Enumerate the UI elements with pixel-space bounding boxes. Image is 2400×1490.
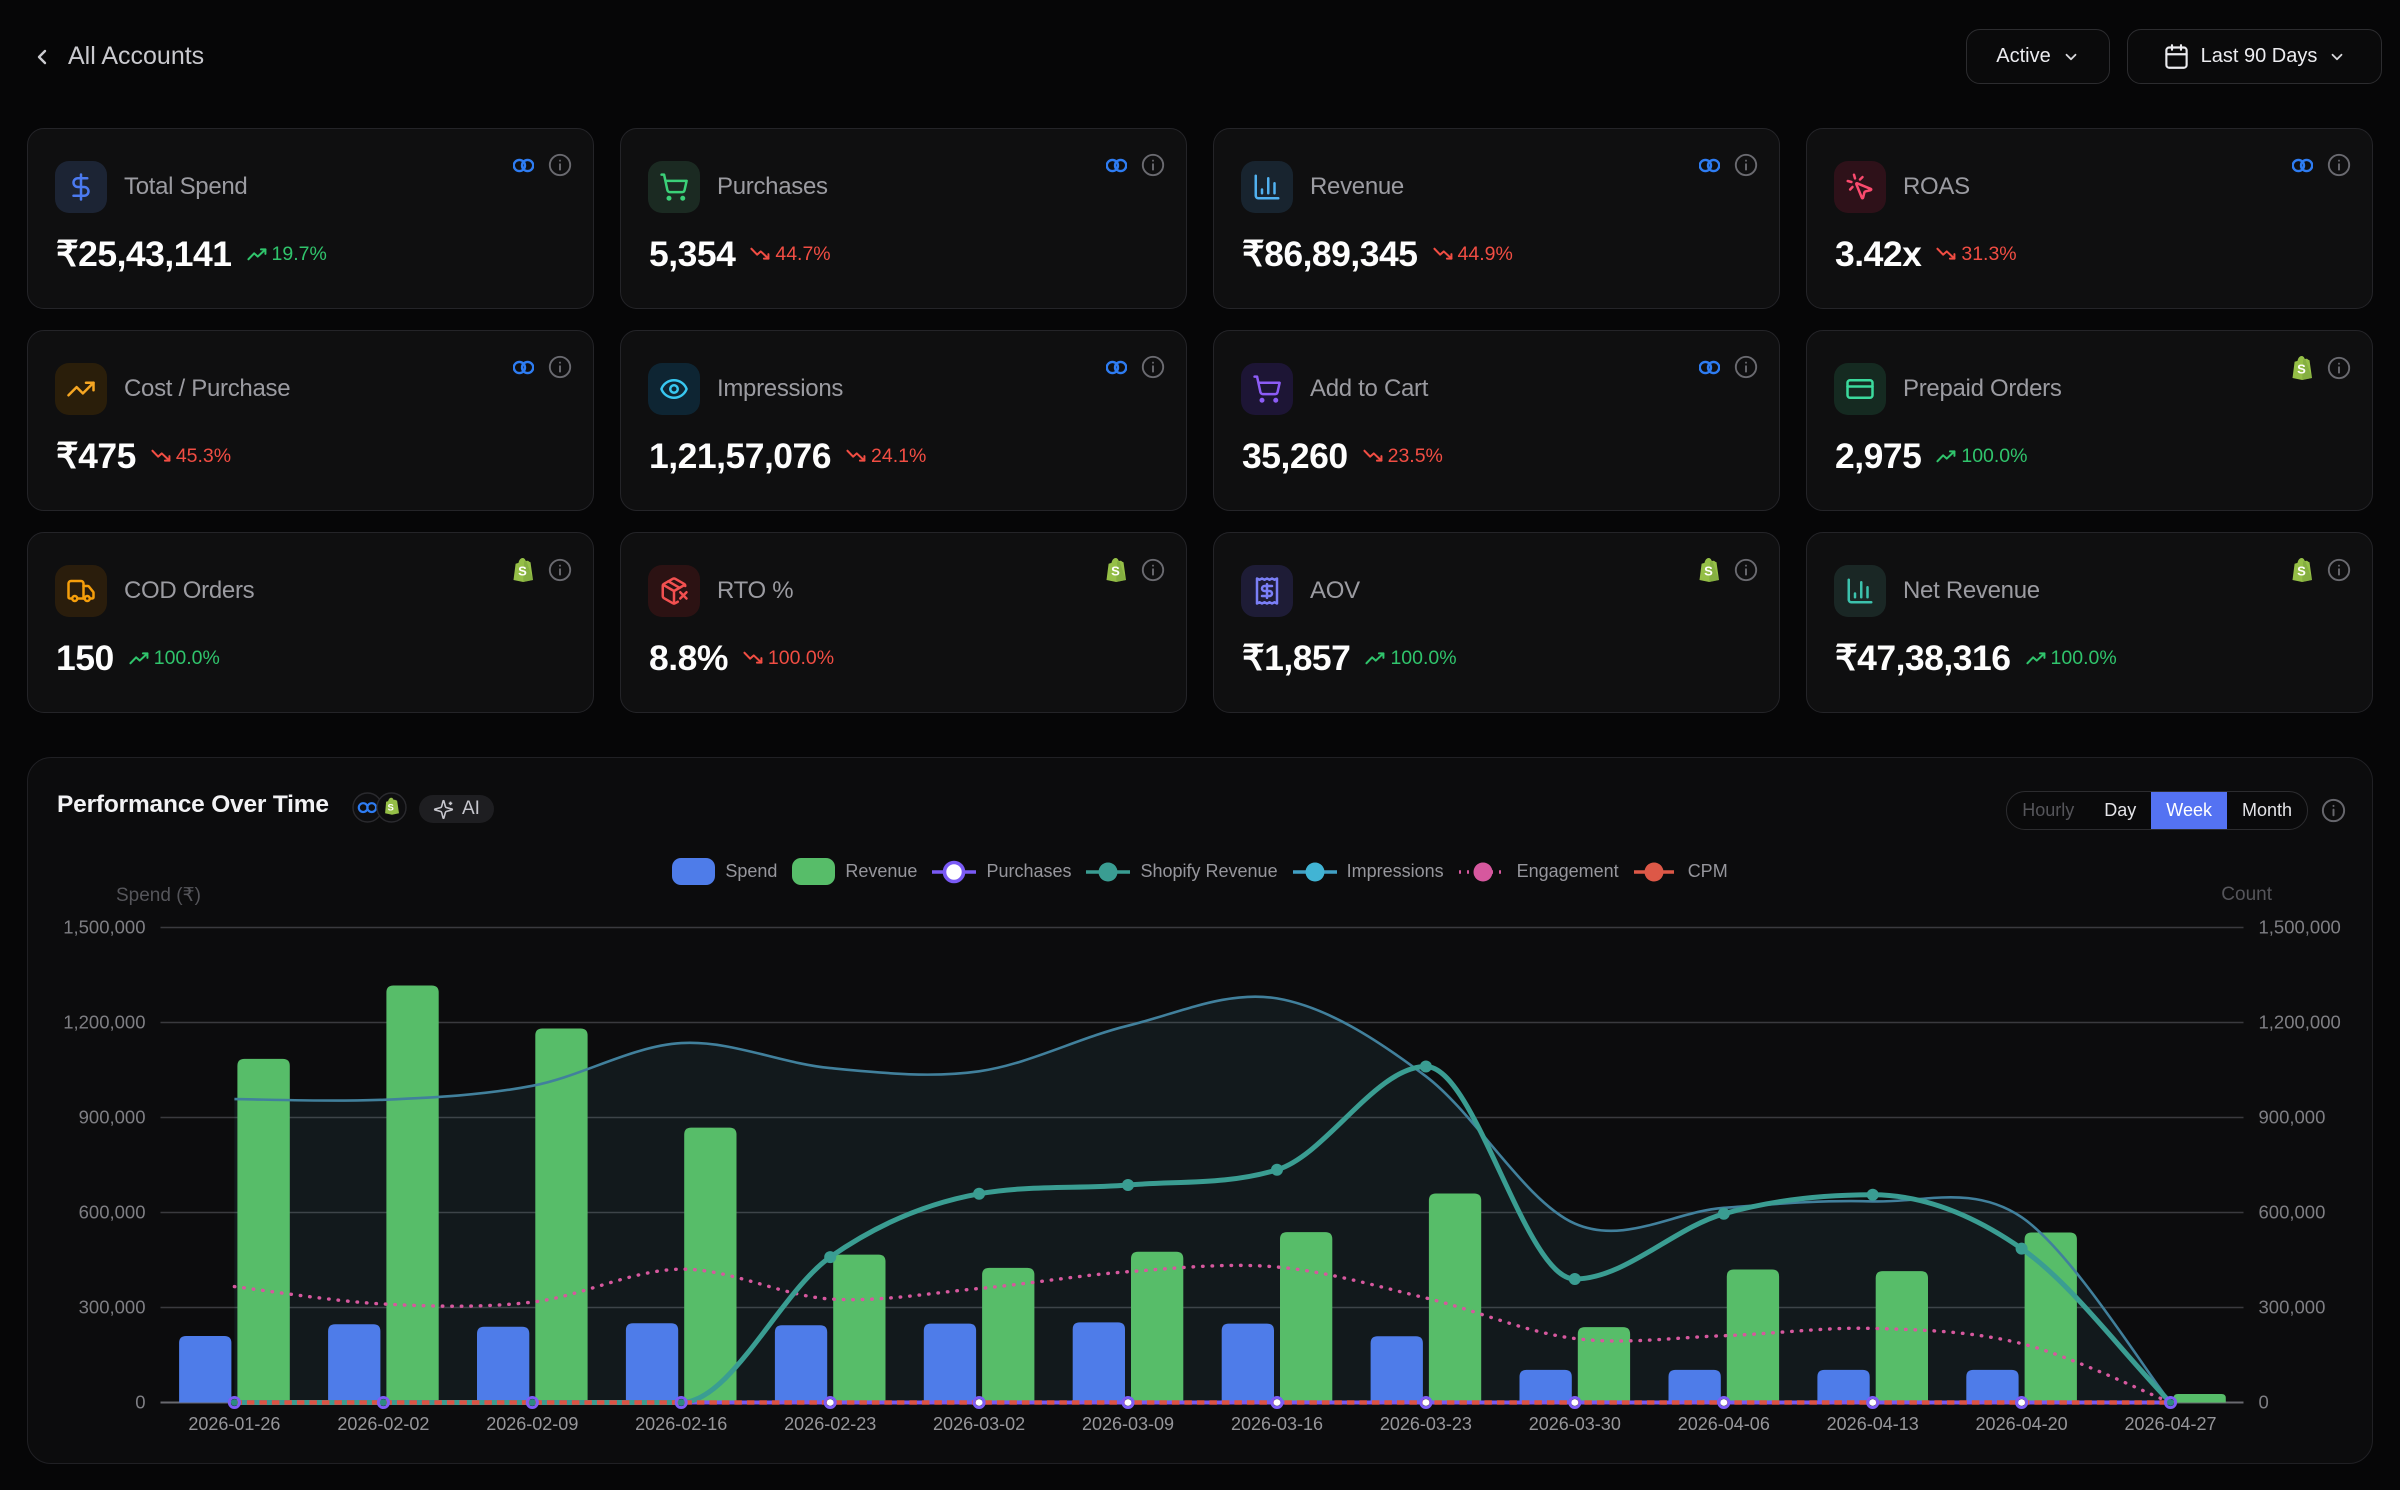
svg-text:2026-04-13: 2026-04-13 [1827, 1414, 1919, 1434]
svg-text:1,500,000: 1,500,000 [63, 917, 145, 938]
svg-text:1,200,000: 1,200,000 [2259, 1012, 2341, 1033]
svg-text:2026-04-06: 2026-04-06 [1678, 1414, 1770, 1434]
svg-text:2026-03-09: 2026-03-09 [1082, 1414, 1174, 1434]
svg-text:0: 0 [135, 1392, 145, 1413]
svg-text:S: S [2297, 564, 2306, 579]
svg-text:900,000: 900,000 [2259, 1107, 2326, 1128]
svg-text:300,000: 300,000 [2259, 1297, 2326, 1318]
svg-text:300,000: 300,000 [79, 1297, 146, 1318]
svg-text:2026-03-30: 2026-03-30 [1529, 1414, 1621, 1434]
svg-text:2026-04-20: 2026-04-20 [1976, 1414, 2068, 1434]
svg-text:2026-03-23: 2026-03-23 [1380, 1414, 1472, 1434]
svg-text:2026-03-02: 2026-03-02 [933, 1414, 1025, 1434]
svg-text:2026-04-27: 2026-04-27 [2124, 1414, 2216, 1434]
svg-text:900,000: 900,000 [79, 1107, 146, 1128]
svg-text:600,000: 600,000 [2259, 1202, 2326, 1223]
svg-text:2026-02-09: 2026-02-09 [486, 1414, 578, 1434]
svg-text:2026-02-16: 2026-02-16 [635, 1414, 727, 1434]
svg-text:S: S [1704, 564, 1713, 579]
svg-text:600,000: 600,000 [79, 1202, 146, 1223]
svg-text:1,500,000: 1,500,000 [2259, 917, 2341, 938]
svg-text:S: S [1111, 564, 1120, 579]
svg-text:2026-02-23: 2026-02-23 [784, 1414, 876, 1434]
svg-text:2026-02-02: 2026-02-02 [337, 1414, 429, 1434]
svg-text:2026-03-16: 2026-03-16 [1231, 1414, 1323, 1434]
svg-text:0: 0 [2259, 1392, 2269, 1413]
svg-text:1,200,000: 1,200,000 [63, 1012, 145, 1033]
svg-text:S: S [388, 802, 394, 813]
svg-text:S: S [518, 564, 527, 579]
svg-text:S: S [2297, 362, 2306, 377]
svg-text:2026-01-26: 2026-01-26 [188, 1414, 280, 1434]
